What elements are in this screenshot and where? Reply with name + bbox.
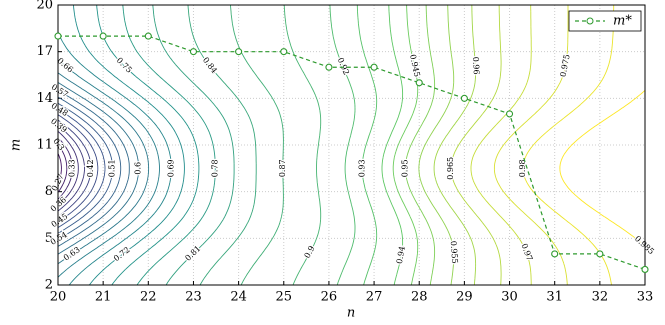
contour-label: 0.69 <box>166 159 175 177</box>
series-marker <box>280 48 288 56</box>
contour-label: 0.955 <box>449 240 460 263</box>
x-tick-label: 27 <box>366 290 383 305</box>
contour-line <box>381 4 404 286</box>
legend-marker <box>586 17 594 25</box>
contour-label: 0.965 <box>446 157 455 180</box>
x-tick-label: 21 <box>95 290 112 305</box>
series-marker <box>551 250 559 258</box>
contour-line <box>57 108 106 228</box>
contour-line <box>57 130 79 206</box>
contour-label: 0.94 <box>395 245 407 264</box>
legend-label: m* <box>613 14 632 29</box>
x-tick-label: 28 <box>411 290 428 305</box>
contour-line <box>450 4 502 286</box>
contour-line <box>433 4 477 286</box>
contour-label: 0.6 <box>134 162 143 175</box>
series-marker <box>235 48 243 56</box>
y-tick-label: 5 <box>45 231 53 246</box>
contour-line <box>404 4 436 286</box>
y-tick-label: 17 <box>36 44 53 59</box>
contour-line <box>73 4 185 286</box>
contour-label: 0.97 <box>519 242 534 262</box>
contour-label: 0.42 <box>86 159 95 177</box>
x-axis-label: n <box>347 306 355 321</box>
contour-line <box>493 5 569 286</box>
y-tick-label: 8 <box>45 184 53 199</box>
y-tick-label: 2 <box>45 278 53 293</box>
contour-line <box>392 4 419 286</box>
contour-line <box>283 4 322 286</box>
y-tick-label: 20 <box>36 0 53 13</box>
series-marker <box>189 48 198 56</box>
x-tick-label: 25 <box>275 290 292 305</box>
contour-line <box>418 4 455 286</box>
series-marker <box>415 79 423 87</box>
contour-line <box>57 89 130 247</box>
contour-line <box>152 4 235 286</box>
series-marker <box>596 250 604 258</box>
series-marker <box>505 110 514 118</box>
y-axis-label: m <box>9 139 24 151</box>
x-tick-label: 32 <box>592 290 609 305</box>
series-line <box>58 35 646 271</box>
contour-label: 0.98 <box>518 159 527 177</box>
contour-label: 0.985 <box>633 234 656 256</box>
contour-line <box>559 89 646 247</box>
series-marker <box>460 94 468 102</box>
contour-line <box>57 102 114 234</box>
x-tick-label: 22 <box>140 290 157 305</box>
series-marker <box>144 32 152 40</box>
contour-line <box>57 119 92 217</box>
x-tick-label: 33 <box>637 290 654 305</box>
y-tick-label: 11 <box>36 138 53 153</box>
contour-line <box>230 4 284 286</box>
x-tick-label: 30 <box>501 290 518 305</box>
contour-line <box>57 59 160 278</box>
contour-label: 0.51 <box>108 159 117 177</box>
series-marker <box>641 265 649 273</box>
x-tick-label: 29 <box>456 290 473 305</box>
contour-label: 0.72 <box>112 245 132 263</box>
contour-label: 0.96 <box>471 57 481 75</box>
contour-label: 0.81 <box>183 244 202 263</box>
contour-line <box>57 114 99 223</box>
contour-line <box>187 4 257 286</box>
contour-label: 0.3 <box>51 137 66 153</box>
x-tick-label: 31 <box>546 290 563 305</box>
contour-line <box>522 5 615 286</box>
contour-line <box>57 31 172 286</box>
x-tick-label: 23 <box>185 290 202 305</box>
contour-label: 0.87 <box>278 159 287 177</box>
contour-line <box>470 5 532 285</box>
contour-label: 0.33 <box>67 159 76 177</box>
contour-label: 0.92 <box>336 56 351 76</box>
contour-label: 0.84 <box>201 56 219 76</box>
contour-line <box>122 4 216 286</box>
contour-label: 0.945 <box>408 53 422 77</box>
x-tick-label: 26 <box>321 290 338 305</box>
contour-label: 0.9 <box>303 244 317 259</box>
plot-frame <box>57 4 646 286</box>
contour-label: 0.78 <box>210 159 219 177</box>
y-tick-label: 14 <box>36 91 53 106</box>
series-marker <box>99 32 107 40</box>
contour-line <box>57 137 73 200</box>
contour-line <box>57 96 122 240</box>
series-marker <box>325 63 333 71</box>
contour-line <box>329 4 356 286</box>
series-marker <box>370 63 378 71</box>
contour-label: 0.95 <box>400 159 409 177</box>
contour-line <box>356 4 378 286</box>
x-tick-label: 20 <box>50 290 67 305</box>
contour-label: 0.975 <box>558 54 571 78</box>
contour-label: 0.93 <box>357 159 366 177</box>
contours <box>57 4 646 286</box>
x-tick-label: 24 <box>230 290 247 305</box>
series-marker <box>54 32 62 40</box>
